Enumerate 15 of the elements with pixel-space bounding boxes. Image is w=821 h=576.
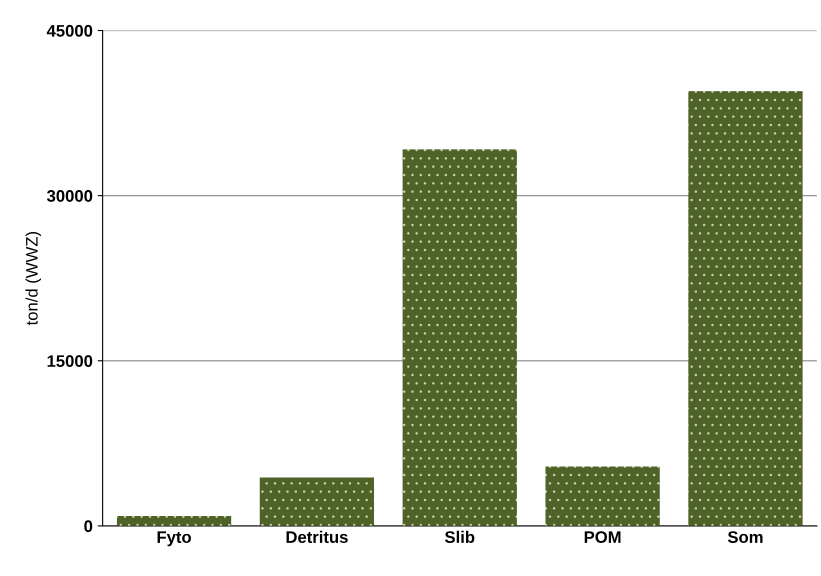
x-tick-label: Slib xyxy=(444,530,474,543)
x-tick-label: Fyto xyxy=(158,531,191,546)
x-tick-label: Som xyxy=(728,531,762,543)
bar xyxy=(545,466,660,526)
bar xyxy=(688,91,803,526)
bar xyxy=(116,516,232,526)
y-axis-title: ton/d (WWZ) xyxy=(25,232,41,326)
y-tick-label: 45000 xyxy=(46,24,92,37)
x-tick-label: Detritus xyxy=(286,530,348,543)
x-tick-label: POM xyxy=(584,531,620,543)
bar xyxy=(260,477,374,526)
bar xyxy=(402,149,517,526)
y-tick-label: 15000 xyxy=(48,355,92,367)
y-tick-label: 0 xyxy=(84,520,92,532)
y-tick-label: 30000 xyxy=(46,190,92,202)
